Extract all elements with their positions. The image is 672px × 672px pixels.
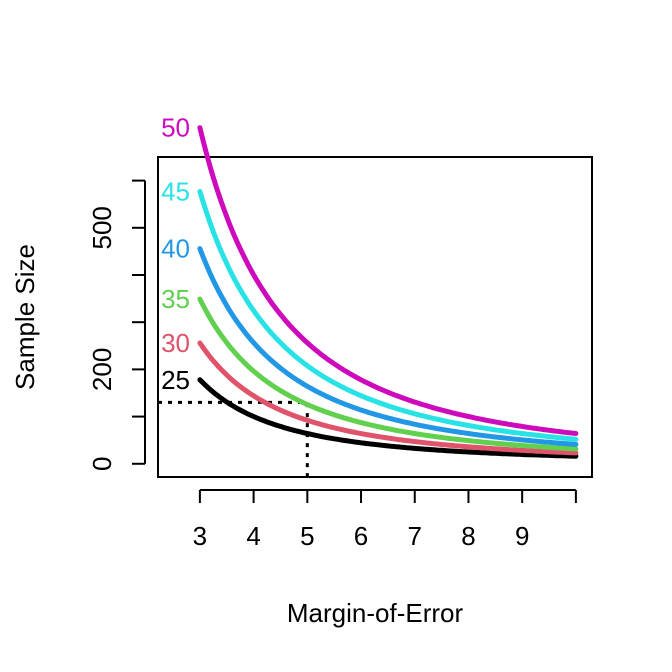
curve-label-25: 25 [161, 365, 190, 395]
y-tick-label: 200 [87, 348, 117, 391]
curve-label-layer: 25 30 35 40 45 50 [161, 113, 190, 395]
x-axis-title: Margin-of-Error [287, 598, 464, 628]
y-axis-title: Sample Size [10, 244, 40, 390]
series-line-45 [197, 189, 579, 442]
y-axis: 0 200 500 [87, 179, 146, 471]
series-line-30 [197, 340, 579, 456]
curve-label-45: 45 [161, 176, 190, 206]
x-tick-label: 6 [354, 521, 368, 551]
series-line-40 [197, 246, 579, 447]
curve-label-30: 30 [161, 328, 190, 358]
curve-label-35: 35 [161, 284, 190, 314]
series-layer [197, 125, 579, 459]
x-tick-label: 8 [461, 521, 475, 551]
x-tick-label: 7 [408, 521, 422, 551]
x-tick-label: 9 [515, 521, 529, 551]
y-tick-label: 500 [87, 206, 117, 249]
series-line-50 [197, 125, 579, 436]
x-tick-label: 5 [300, 521, 314, 551]
plot-frame [157, 156, 593, 478]
curve-label-50: 50 [161, 113, 190, 143]
curve-label-40: 40 [161, 234, 190, 264]
series-line-35 [197, 296, 579, 452]
y-tick-label: 0 [87, 457, 117, 471]
x-tick-label: 4 [246, 521, 260, 551]
x-axis: 3 4 5 6 7 8 9 [193, 489, 577, 551]
series-line-25 [197, 377, 579, 459]
x-tick-label: 3 [193, 521, 207, 551]
